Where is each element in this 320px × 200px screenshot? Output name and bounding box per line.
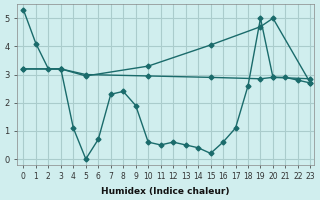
X-axis label: Humidex (Indice chaleur): Humidex (Indice chaleur)	[101, 187, 230, 196]
